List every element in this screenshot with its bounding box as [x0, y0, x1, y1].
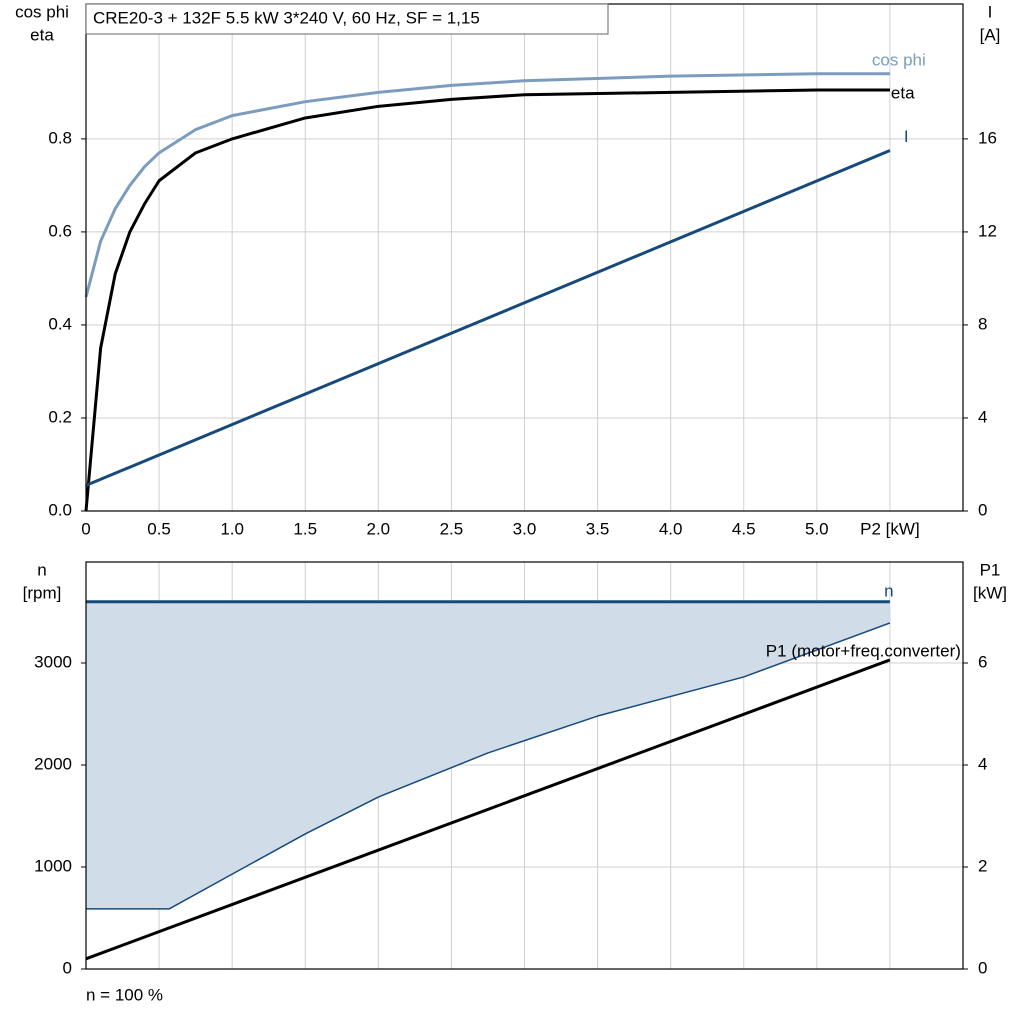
- series-label: I: [904, 127, 909, 146]
- x-tick-label: 2.5: [440, 519, 464, 538]
- y2-axis-label: [kW]: [973, 583, 1007, 602]
- y-tick-label: 1000: [34, 856, 72, 875]
- y-tick-label: 0.6: [48, 221, 72, 240]
- y-axis-label: cos phi: [15, 2, 69, 21]
- y-axis-label: eta: [30, 25, 54, 44]
- y2-tick-label: 8: [978, 314, 987, 333]
- series-label: eta: [891, 84, 915, 103]
- y-tick-label: 0.8: [48, 128, 72, 147]
- x-tick-label: 4.5: [732, 519, 756, 538]
- x-tick-label: 1.0: [220, 519, 244, 538]
- x-tick-label: 0.5: [147, 519, 171, 538]
- y-tick-label: 3000: [34, 652, 72, 671]
- y2-axis-label: I: [988, 2, 993, 21]
- plot-frame: [85, 561, 964, 970]
- y2-tick-label: 4: [978, 407, 987, 426]
- y-tick-label: 0.0: [48, 500, 72, 519]
- series-line: [85, 658, 891, 961]
- range-fill: [86, 601, 890, 909]
- x-tick-label: 3.0: [513, 519, 537, 538]
- y-tick-label: 0: [63, 958, 72, 977]
- series-line: [85, 149, 891, 487]
- x-tick-label: 4.0: [659, 519, 683, 538]
- note: n = 100 %: [86, 985, 163, 1004]
- x-tick-label: 2.0: [367, 519, 391, 538]
- y2-axis-label: [A]: [980, 25, 1001, 44]
- series-line: [84, 72, 890, 298]
- chart-title: CRE20-3 + 132F 5.5 kW 3*240 V, 60 Hz, SF…: [93, 8, 480, 27]
- y2-tick-label: 12: [978, 221, 997, 240]
- y2-tick-label: 0: [978, 958, 987, 977]
- y-tick-label: 0.4: [48, 314, 72, 333]
- y2-tick-label: 0: [978, 500, 987, 519]
- x-tick-label: 3.5: [586, 519, 610, 538]
- x-tick-label: 1.5: [293, 519, 317, 538]
- y2-tick-label: 2: [978, 856, 987, 875]
- x-tick-label: 5.0: [805, 519, 829, 538]
- y2-tick-label: 16: [978, 128, 997, 147]
- series-line: [84, 88, 890, 512]
- x-tick-label: 0: [81, 519, 90, 538]
- title-box: [85, 3, 609, 35]
- y2-tick-label: 6: [978, 652, 987, 671]
- series-label: P1 (motor+freq.converter): [766, 641, 961, 660]
- y-axis-label: [rpm]: [23, 583, 62, 602]
- y2-axis-label: P1: [980, 560, 1001, 579]
- series-label: cos phi: [872, 50, 926, 69]
- x-tick-label: P2 [kW]: [860, 519, 920, 538]
- y-tick-label: 0.2: [48, 407, 72, 426]
- y-tick-label: 2000: [34, 754, 72, 773]
- series-line: [86, 622, 891, 910]
- series-label: n: [884, 581, 893, 600]
- y-axis-label: n: [37, 560, 46, 579]
- y2-tick-label: 4: [978, 754, 987, 773]
